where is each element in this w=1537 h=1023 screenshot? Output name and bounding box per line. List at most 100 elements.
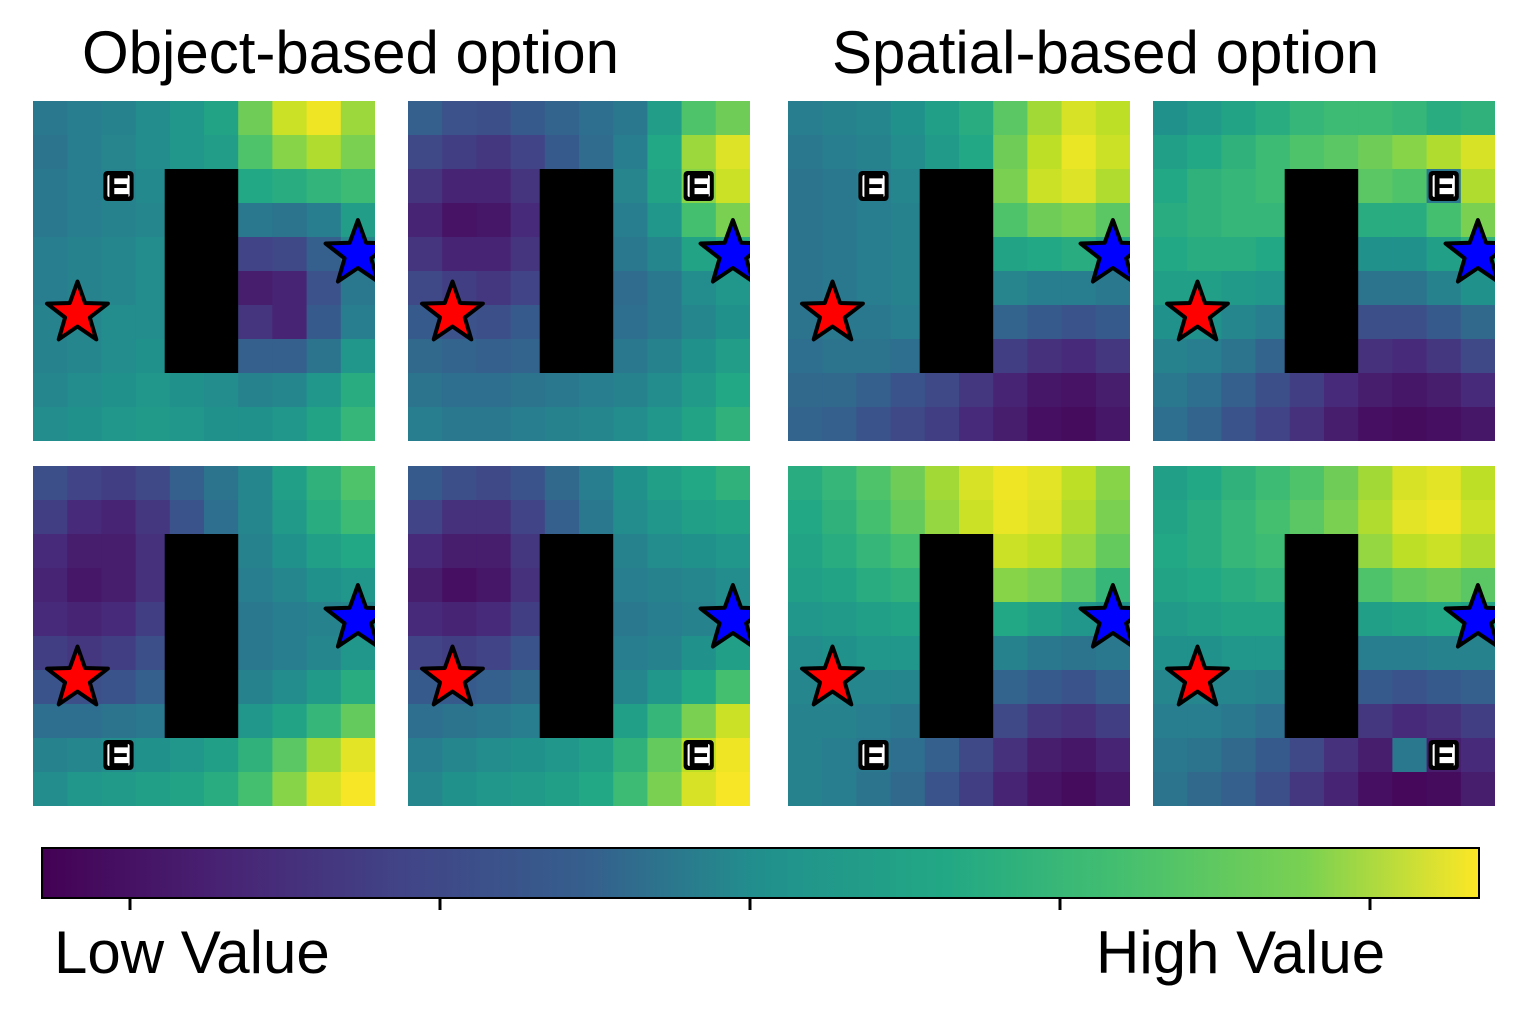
heatmap-cell [1061, 407, 1097, 441]
heatmap-cell [613, 466, 648, 501]
heatmap-cell [1426, 466, 1462, 501]
heatmap-cell [890, 636, 926, 671]
heatmap-cell [1255, 237, 1291, 272]
heatmap-cell [1095, 169, 1130, 204]
heatmap-cell [1358, 135, 1393, 170]
heatmap-cell [993, 704, 1028, 739]
heatmap-cell [647, 636, 683, 671]
heatmap-cell [204, 373, 239, 408]
heatmap-cell [1426, 407, 1462, 441]
heatmap-cell [647, 738, 683, 773]
heatmap-cell [1187, 500, 1222, 535]
heatmap-cell [613, 237, 648, 272]
heatmap-cell [1460, 500, 1495, 535]
heatmap-cell [924, 101, 960, 136]
obstacle-wall [1284, 534, 1359, 738]
heatmap-cell [1153, 135, 1188, 170]
start-star [800, 279, 865, 342]
heatmap-cell [613, 407, 648, 441]
heatmap-cell [135, 373, 171, 408]
heatmap-cell [1153, 568, 1188, 603]
heatmap-cell [681, 135, 717, 170]
exit-letter: E [687, 737, 710, 775]
heatmap-cell [613, 772, 648, 806]
heatmap-cell [1324, 373, 1359, 408]
heatmap-cell [272, 772, 308, 806]
heatmap-cell [1095, 407, 1130, 441]
heatmap-cell [993, 203, 1028, 238]
heatmap-cell [681, 670, 717, 705]
heatmap-cell [544, 772, 580, 806]
heatmap-cell [544, 500, 580, 535]
heatmap-cell [856, 339, 892, 374]
heatmap-cell [1255, 339, 1291, 374]
heatmap-cell [272, 135, 308, 170]
heatmap-cell [1358, 636, 1393, 671]
heatmap-cell [476, 568, 512, 603]
heatmap-cell [681, 772, 717, 806]
heatmap-cell [1027, 500, 1063, 535]
heatmap-cell [135, 237, 171, 272]
heatmap-object-bottom-1: E [33, 466, 375, 806]
heatmap-cell [510, 135, 546, 170]
heatmap-cell [1392, 636, 1428, 671]
heatmap-cell [681, 568, 717, 603]
heatmap-cell [890, 466, 926, 501]
heatmap-cell [1221, 169, 1257, 204]
heatmap-cell [408, 373, 443, 408]
heatmap-cell [1187, 101, 1222, 136]
heatmap-cell [613, 203, 648, 238]
heatmap-cell [647, 534, 683, 569]
heatmap-cell [890, 305, 926, 340]
heatmap-cell [1358, 534, 1393, 569]
heatmap-cell [1426, 772, 1462, 806]
heatmap-cell [306, 407, 342, 441]
colorbar-ticks [128, 898, 1372, 910]
heatmap-cell [1255, 500, 1291, 535]
heatmap-cell [856, 772, 892, 806]
heatmap-cell [340, 305, 375, 340]
heatmap-cell [1358, 500, 1393, 535]
heatmap-cell [1426, 534, 1462, 569]
heatmap-cell [788, 772, 823, 806]
heatmap-cell [1426, 373, 1462, 408]
heatmap-cell [890, 271, 926, 306]
heatmap-cell [510, 670, 546, 705]
heatmap-cell [272, 738, 308, 773]
exit-badge-fill [1432, 744, 1455, 766]
heatmap-cell [681, 500, 717, 535]
heatmap-cell [510, 101, 546, 136]
heatmap-cell [101, 534, 137, 569]
heatmap-cell [340, 500, 375, 535]
heatmap-cell [510, 602, 546, 637]
heatmap-cell [1358, 738, 1393, 773]
heatmap-cell [1027, 101, 1063, 136]
heatmap-cell [238, 466, 273, 501]
heatmap-cell [1221, 738, 1257, 773]
heatmap-cell [681, 704, 717, 739]
heatmap-cell [67, 407, 102, 441]
heatmap-cell [272, 602, 308, 637]
heatmap-cell [204, 135, 239, 170]
heatmap-cell [647, 670, 683, 705]
heatmap-cell [1324, 466, 1359, 501]
heatmap-cell [924, 738, 960, 773]
heatmap-cell [1027, 738, 1063, 773]
heatmap-cell [306, 169, 342, 204]
heatmap-cell [1061, 738, 1097, 773]
heatmap-cell [1095, 534, 1130, 569]
heatmap-cell [890, 237, 926, 272]
heatmap-cell [1255, 636, 1291, 671]
heatmap-cell [715, 534, 750, 569]
heatmap-cell [1289, 772, 1325, 806]
heatmap-cell [476, 339, 512, 374]
heatmap-cell [1392, 738, 1428, 773]
heatmap-cell [340, 704, 375, 739]
heatmap-cell [1061, 135, 1097, 170]
heatmap-cell [272, 500, 308, 535]
heatmap-cell [1061, 271, 1097, 306]
heatmap-cell [238, 670, 273, 705]
heatmap-cell [1153, 636, 1188, 671]
heatmap-cell [1095, 738, 1130, 773]
heatmap-cell [1392, 466, 1428, 501]
